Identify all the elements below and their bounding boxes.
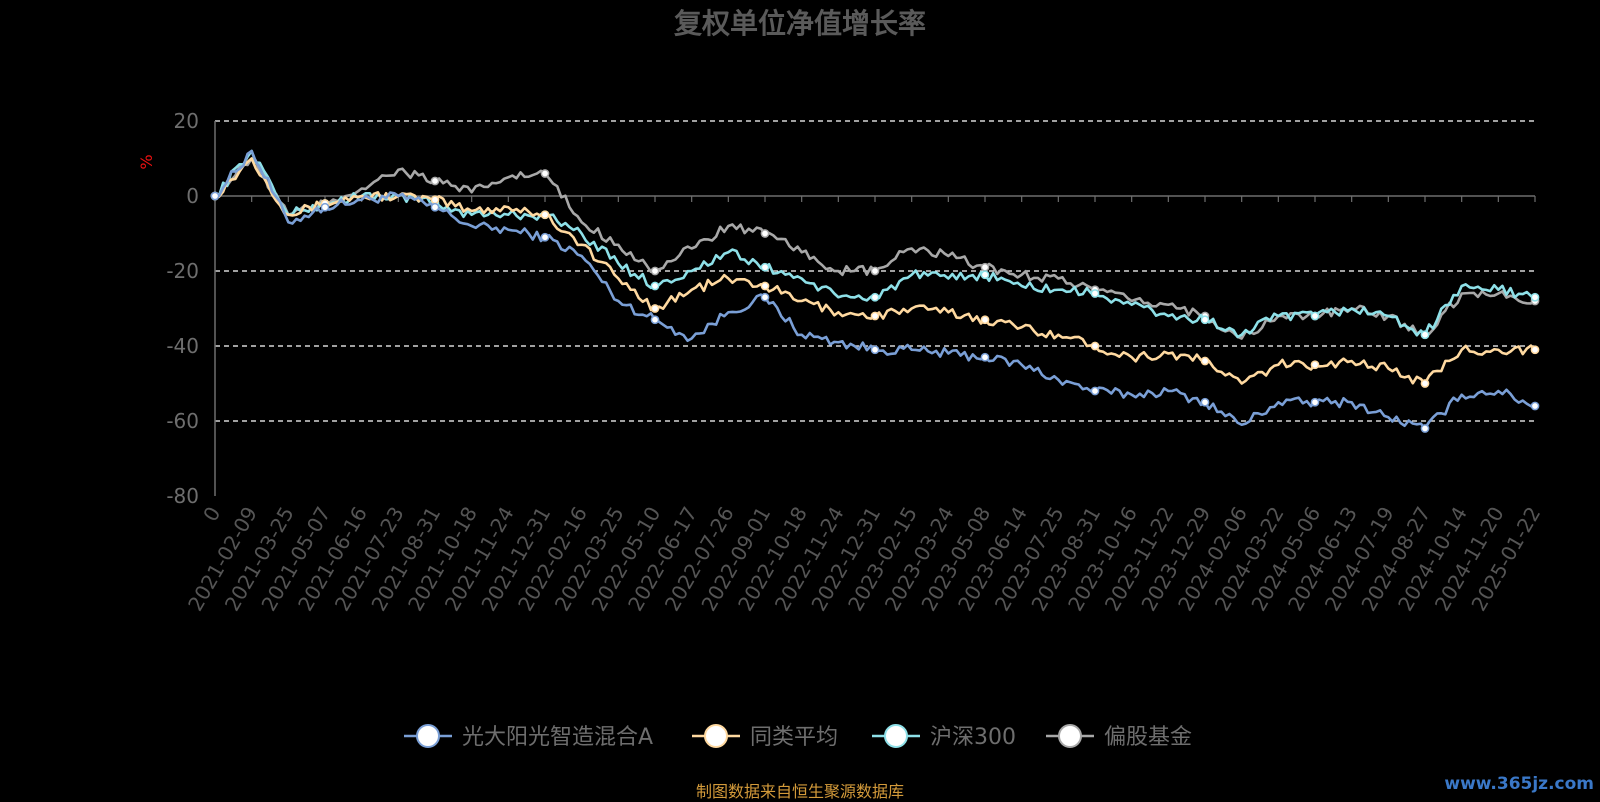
data-point bbox=[870, 292, 880, 302]
data-source-note: 制图数据来自恒生聚源数据库 bbox=[695, 782, 904, 801]
legend-label: 偏股基金 bbox=[1104, 725, 1192, 750]
legend-swatch-marker bbox=[416, 724, 440, 748]
data-point bbox=[870, 311, 880, 321]
data-point bbox=[650, 281, 660, 291]
y-tick-label: -60 bbox=[166, 409, 199, 433]
data-point bbox=[1200, 356, 1210, 366]
data-point bbox=[980, 352, 990, 362]
chart-title: 复权单位净值增长率 bbox=[674, 7, 926, 40]
series-2 bbox=[210, 157, 1540, 388]
y-tick-label: -80 bbox=[166, 484, 199, 508]
data-point bbox=[1200, 315, 1210, 325]
data-point bbox=[980, 262, 990, 272]
legend-item-4[interactable]: 偏股基金 bbox=[1046, 724, 1192, 750]
data-point bbox=[1530, 345, 1540, 355]
series-line bbox=[214, 149, 1536, 430]
data-point bbox=[430, 176, 440, 186]
series-4 bbox=[210, 157, 1540, 340]
data-point bbox=[650, 304, 660, 313]
y-tick-label: 20 bbox=[174, 109, 199, 133]
legend[interactable]: 光大阳光智造混合A 同类平均 沪深300 偏股基金 bbox=[404, 724, 1192, 750]
data-point bbox=[430, 202, 440, 212]
data-point bbox=[1090, 289, 1100, 298]
series-lines bbox=[210, 149, 1540, 433]
data-point bbox=[1530, 292, 1540, 302]
data-point bbox=[540, 232, 550, 242]
data-point bbox=[540, 169, 550, 178]
site-watermark: www.365jz.com bbox=[1444, 774, 1594, 794]
legend-swatch-marker bbox=[704, 724, 728, 748]
legend-item-1[interactable]: 光大阳光智造混合A bbox=[404, 724, 653, 750]
data-point bbox=[1200, 397, 1210, 407]
legend-label: 沪深300 bbox=[930, 725, 1016, 750]
data-point bbox=[1310, 397, 1320, 407]
data-point bbox=[760, 281, 770, 291]
data-point bbox=[430, 195, 440, 205]
data-point bbox=[1090, 386, 1100, 396]
legend-item-2[interactable]: 同类平均 bbox=[692, 724, 838, 750]
data-point bbox=[980, 315, 990, 325]
data-point bbox=[1420, 379, 1430, 388]
data-point bbox=[870, 345, 880, 355]
legend-label: 同类平均 bbox=[750, 725, 838, 750]
legend-swatch-marker bbox=[1058, 724, 1082, 748]
data-point bbox=[870, 266, 880, 276]
legend-label: 光大阳光智造混合A bbox=[462, 725, 653, 750]
y-tick-label: -20 bbox=[166, 259, 199, 283]
data-point bbox=[760, 229, 770, 238]
data-point bbox=[650, 266, 660, 276]
data-point bbox=[1420, 424, 1430, 433]
legend-swatch-marker bbox=[884, 724, 908, 748]
data-point bbox=[1530, 401, 1540, 411]
series-1 bbox=[210, 149, 1540, 433]
data-point bbox=[210, 191, 220, 201]
y-tick-label: -40 bbox=[166, 334, 199, 358]
legend-item-3[interactable]: 沪深300 bbox=[872, 724, 1016, 750]
data-point bbox=[1310, 360, 1320, 370]
data-point bbox=[1420, 330, 1430, 340]
data-point bbox=[980, 270, 990, 280]
data-point bbox=[760, 262, 770, 272]
data-point bbox=[540, 210, 550, 220]
y-tick-label: 0 bbox=[186, 184, 199, 208]
data-point bbox=[320, 202, 330, 212]
data-point bbox=[650, 315, 660, 325]
y-axis-unit: % bbox=[137, 154, 156, 169]
x-tick-label: 0 bbox=[198, 503, 225, 526]
data-point bbox=[1090, 341, 1100, 351]
series-line bbox=[214, 157, 1536, 340]
data-point bbox=[760, 292, 770, 302]
data-point bbox=[1310, 311, 1320, 321]
